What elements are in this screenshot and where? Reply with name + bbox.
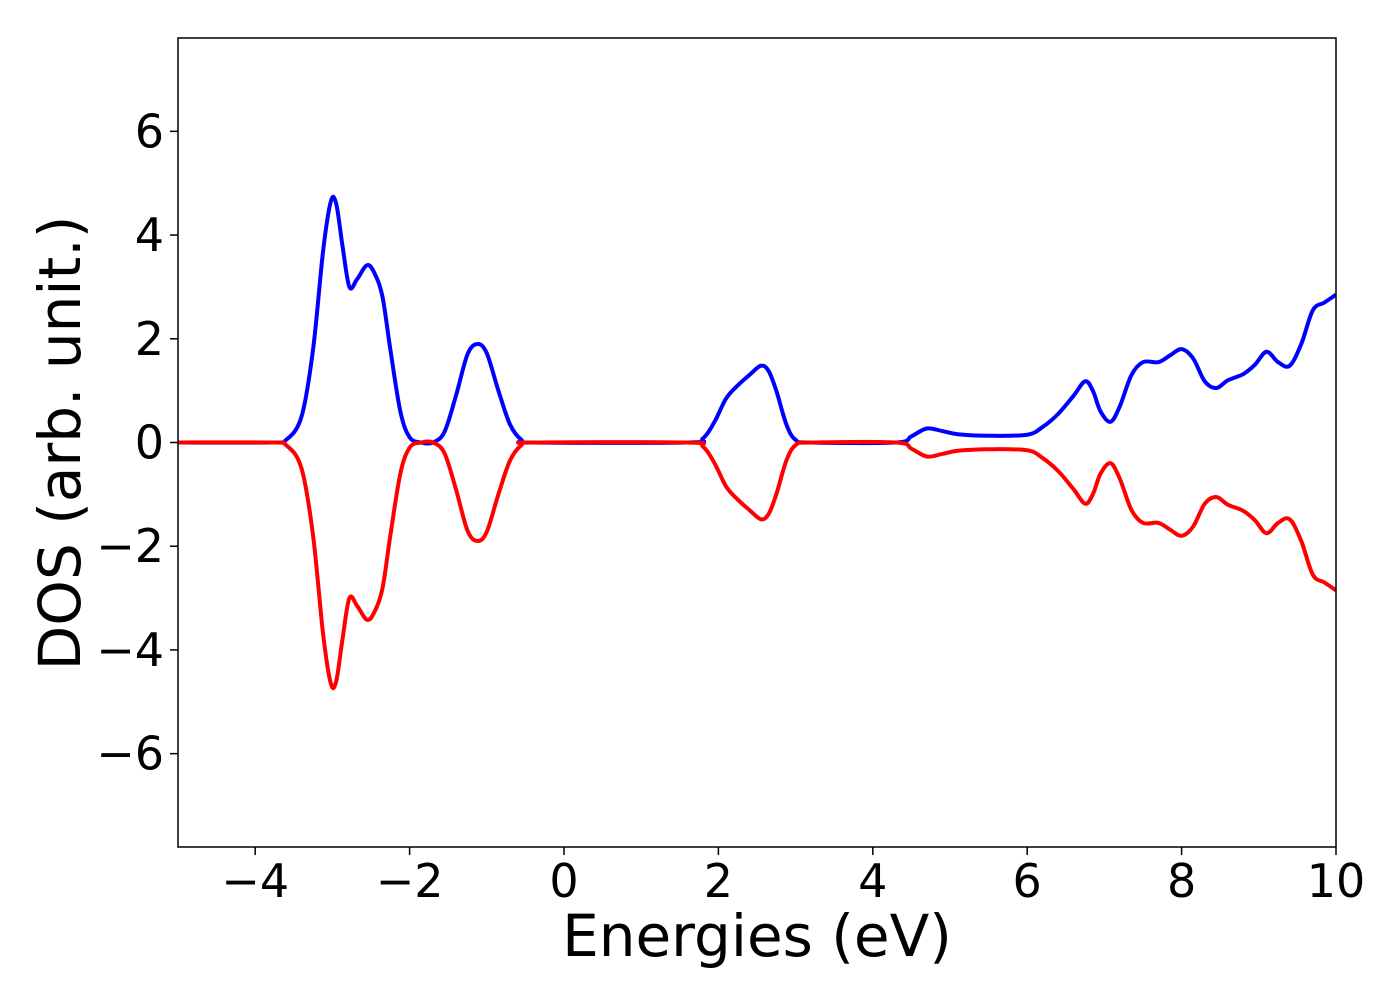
x-tick-label: −4 bbox=[221, 854, 289, 908]
x-tick-label: 8 bbox=[1167, 854, 1196, 908]
y-tick-label: −4 bbox=[96, 623, 164, 677]
series-line-1 bbox=[178, 439, 1336, 691]
x-axis-label: Energies (eV) bbox=[562, 902, 952, 970]
y-tick-label: 0 bbox=[135, 416, 164, 470]
x-tick-label: 6 bbox=[1013, 854, 1042, 908]
y-tick-label: −2 bbox=[96, 519, 164, 573]
x-tick-label: 0 bbox=[549, 854, 578, 908]
series-line-0 bbox=[178, 194, 1336, 446]
y-tick-label: −6 bbox=[96, 727, 164, 781]
series-layer bbox=[178, 194, 1336, 691]
y-tick-label: 6 bbox=[135, 104, 164, 158]
x-tick-label: 2 bbox=[704, 854, 733, 908]
x-tick-label: 4 bbox=[858, 854, 887, 908]
y-tick-label: 2 bbox=[135, 312, 164, 366]
y-axis-ticks: 6 4 2 0 −2 −4 −6 bbox=[96, 104, 178, 781]
x-tick-label: 10 bbox=[1307, 854, 1366, 908]
y-tick-label: 4 bbox=[135, 208, 164, 262]
y-axis-label: DOS (arb. unit.) bbox=[26, 216, 94, 671]
x-tick-label: −2 bbox=[376, 854, 444, 908]
x-axis-ticks: −4 −2 0 2 4 6 8 10 bbox=[221, 847, 1365, 908]
